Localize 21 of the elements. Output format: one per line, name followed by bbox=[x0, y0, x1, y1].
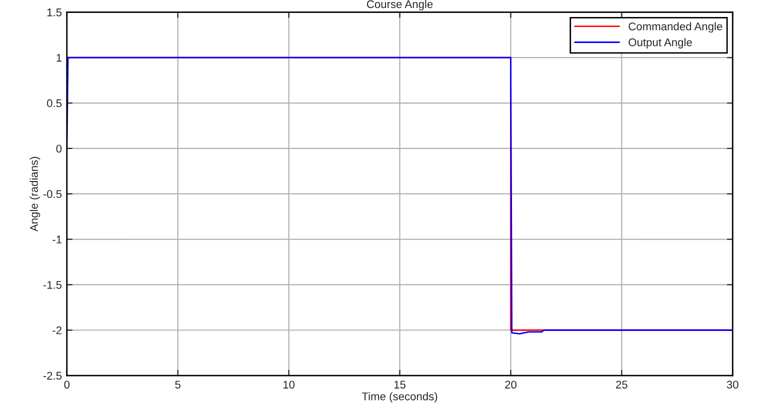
y-tick-label: 0 bbox=[56, 144, 62, 153]
y-tick-label: 0.5 bbox=[47, 99, 62, 108]
legend-label: Commanded Angle bbox=[628, 22, 722, 33]
chart-title: Course Angle bbox=[366, 0, 433, 10]
y-tick-label: -1 bbox=[52, 236, 62, 244]
y-tick-label: 1.5 bbox=[47, 8, 62, 16]
y-tick-label: -1.5 bbox=[43, 281, 62, 289]
x-tick-label: 15 bbox=[394, 380, 406, 389]
y-axis-title: Angle (radians) bbox=[30, 156, 40, 232]
x-tick-label: 10 bbox=[283, 380, 295, 389]
x-tick-label: 30 bbox=[726, 380, 738, 389]
x-tick-label: 5 bbox=[175, 380, 180, 389]
x-tick-label: 20 bbox=[505, 380, 516, 389]
x-tick-label: 0 bbox=[64, 380, 70, 389]
y-tick-label: -0.5 bbox=[43, 190, 62, 198]
x-tick-label: 25 bbox=[616, 380, 628, 389]
x-axis-title: Time (seconds) bbox=[362, 392, 438, 403]
y-tick-label: 1 bbox=[56, 54, 62, 62]
y-tick-label: -2.5 bbox=[43, 372, 62, 380]
legend-label: Output Angle bbox=[628, 38, 692, 48]
y-tick-label: -2 bbox=[52, 326, 62, 334]
